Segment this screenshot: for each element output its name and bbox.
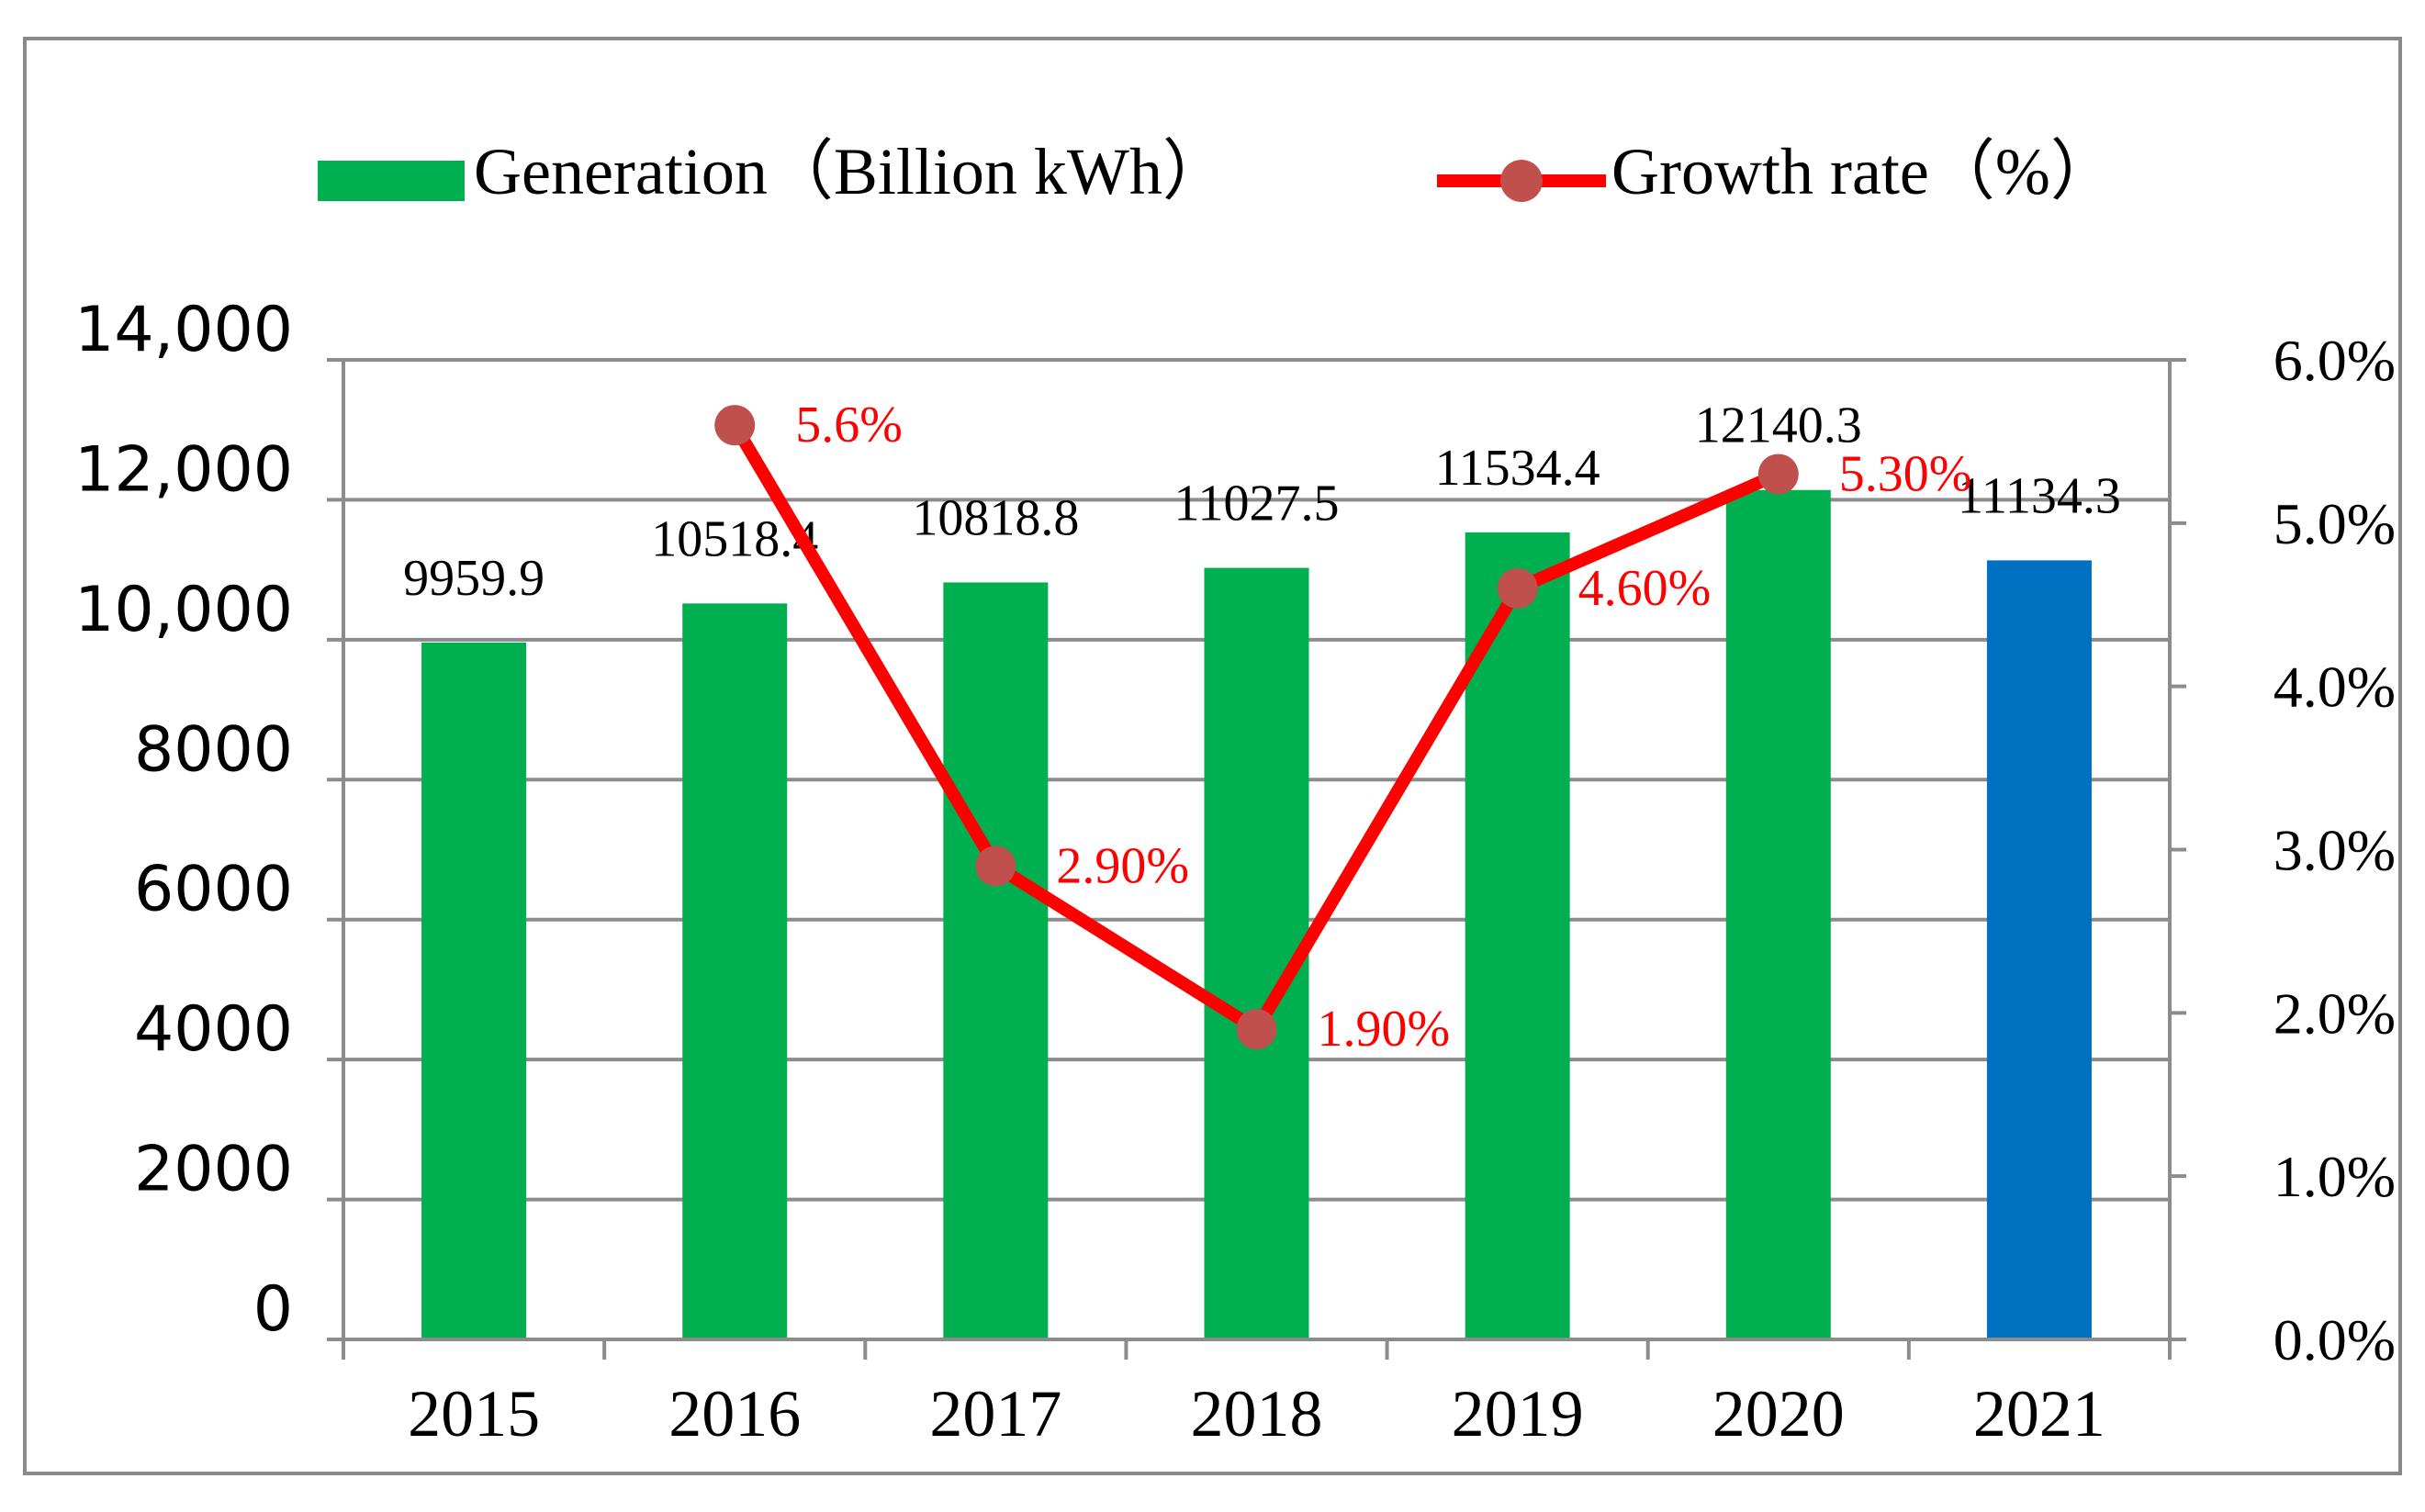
growth-label-2019: 4.60% bbox=[1578, 560, 1712, 617]
bar-label-2017: 10818.8 bbox=[912, 489, 1079, 546]
chart-canvas: Generation（Billion kWh） Growth rate（%） 0… bbox=[74, 135, 2396, 1450]
axes bbox=[327, 358, 2186, 1360]
right-tick-label-3: 3.0% bbox=[2273, 818, 2396, 883]
left-tick-label-3: 6000 bbox=[134, 854, 293, 926]
growth-marker-2019 bbox=[1497, 567, 1538, 609]
legend-bar-swatch bbox=[318, 161, 465, 201]
right-tick-label-0: 0.0% bbox=[2273, 1307, 2396, 1372]
legend-line-label: Growth rate（%） bbox=[1611, 135, 2116, 208]
growth-marker-2016 bbox=[714, 405, 756, 446]
bar-2017 bbox=[943, 582, 1049, 1339]
growth-marker-2020 bbox=[1757, 454, 1799, 495]
bar-2021 bbox=[1986, 560, 2092, 1339]
x-axis-ticks: 2015 2016 2017 2018 2019 2020 2021 bbox=[408, 1377, 2105, 1450]
growth-label-2020: 5.30% bbox=[1839, 445, 1972, 502]
growth-label-2017: 2.90% bbox=[1056, 837, 1189, 894]
bar-label-2015: 9959.9 bbox=[403, 550, 545, 607]
left-tick-label-4: 8000 bbox=[134, 713, 293, 786]
bar-2019 bbox=[1465, 532, 1570, 1339]
left-tick-label-7: 14,000 bbox=[74, 294, 293, 366]
x-tick-label-2020: 2020 bbox=[1712, 1377, 1845, 1450]
right-tick-label-2: 2.0% bbox=[2273, 980, 2396, 1046]
bar-label-2021: 11134.3 bbox=[1958, 467, 2121, 524]
growth-line-series bbox=[714, 405, 1799, 1050]
legend-line-marker bbox=[1500, 160, 1543, 202]
legend-bar-label: Generation（Billion kWh） bbox=[474, 135, 1229, 208]
bar-2018 bbox=[1204, 567, 1309, 1339]
right-tick-label-4: 4.0% bbox=[2273, 655, 2396, 720]
bar-label-2020: 12140.3 bbox=[1695, 398, 1862, 454]
right-tick-label-6: 6.0% bbox=[2273, 328, 2396, 393]
x-tick-label-2016: 2016 bbox=[668, 1377, 801, 1450]
x-tick-label-2018: 2018 bbox=[1191, 1377, 1323, 1450]
bar-series bbox=[421, 489, 2092, 1339]
right-tick-label-1: 1.0% bbox=[2273, 1144, 2396, 1209]
bar-2016 bbox=[682, 603, 788, 1339]
bar-2020 bbox=[1725, 489, 1831, 1339]
x-tick-label-2019: 2019 bbox=[1452, 1377, 1584, 1450]
left-tick-label-0: 0 bbox=[253, 1273, 293, 1346]
x-tick-label-2017: 2017 bbox=[929, 1377, 1061, 1450]
x-tick-label-2021: 2021 bbox=[1973, 1377, 2105, 1450]
left-tick-label-1: 2000 bbox=[134, 1134, 293, 1206]
x-tick-label-2015: 2015 bbox=[408, 1377, 540, 1450]
chart-frame: Generation（Billion kWh） Growth rate（%） 0… bbox=[23, 37, 2402, 1475]
bar-label-2018: 11027.5 bbox=[1174, 476, 1340, 532]
left-tick-label-2: 4000 bbox=[134, 993, 293, 1066]
growth-label-2016: 5.6% bbox=[795, 397, 903, 454]
growth-marker-2018 bbox=[1236, 1009, 1277, 1050]
growth-label-2018: 1.90% bbox=[1318, 1001, 1451, 1058]
growth-marker-2017 bbox=[975, 846, 1016, 887]
left-axis-ticks: 0 2000 4000 6000 8000 10,000 12,000 14,000 bbox=[74, 294, 293, 1346]
growth-value-labels: 5.6% 2.90% 1.90% 4.60% 5.30% bbox=[795, 397, 1971, 1058]
left-tick-label-6: 12,000 bbox=[74, 433, 293, 506]
left-tick-label-5: 10,000 bbox=[74, 574, 293, 646]
legend: Generation（Billion kWh） Growth rate（%） bbox=[318, 135, 2116, 208]
bar-label-2019: 11534.4 bbox=[1435, 440, 1600, 497]
right-tick-label-5: 5.0% bbox=[2273, 491, 2396, 556]
bar-2015 bbox=[421, 642, 527, 1339]
right-axis-ticks: 0.0% 1.0% 2.0% 3.0% 4.0% 5.0% 6.0% bbox=[2273, 328, 2396, 1372]
